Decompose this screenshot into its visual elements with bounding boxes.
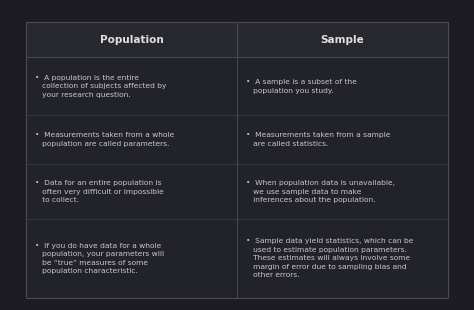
Text: Population: Population xyxy=(100,34,164,45)
Text: •  Measurements taken from a whole
   population are called parameters.: • Measurements taken from a whole popula… xyxy=(35,132,174,147)
Text: Sample: Sample xyxy=(320,34,365,45)
Text: •  Sample data yield statistics, which can be
   used to estimate population par: • Sample data yield statistics, which ca… xyxy=(246,238,413,278)
Text: •  A sample is a subset of the
   population you study.: • A sample is a subset of the population… xyxy=(246,79,356,94)
Text: •  When population data is unavailable,
   we use sample data to make
   inferen: • When population data is unavailable, w… xyxy=(246,180,394,203)
Bar xyxy=(26,22,448,298)
Text: •  Measurements taken from a sample
   are called statistics.: • Measurements taken from a sample are c… xyxy=(246,132,390,147)
Bar xyxy=(26,22,448,57)
Text: •  A population is the entire
   collection of subjects affected by
   your rese: • A population is the entire collection … xyxy=(35,75,166,98)
Text: •  If you do have data for a whole
   population, your parameters will
   be “tr: • If you do have data for a whole popula… xyxy=(35,242,164,274)
Text: •  Data for an entire population is
   often very difficult or impossible
   to : • Data for an entire population is often… xyxy=(35,180,164,203)
Bar xyxy=(26,22,448,298)
Bar xyxy=(26,22,448,298)
